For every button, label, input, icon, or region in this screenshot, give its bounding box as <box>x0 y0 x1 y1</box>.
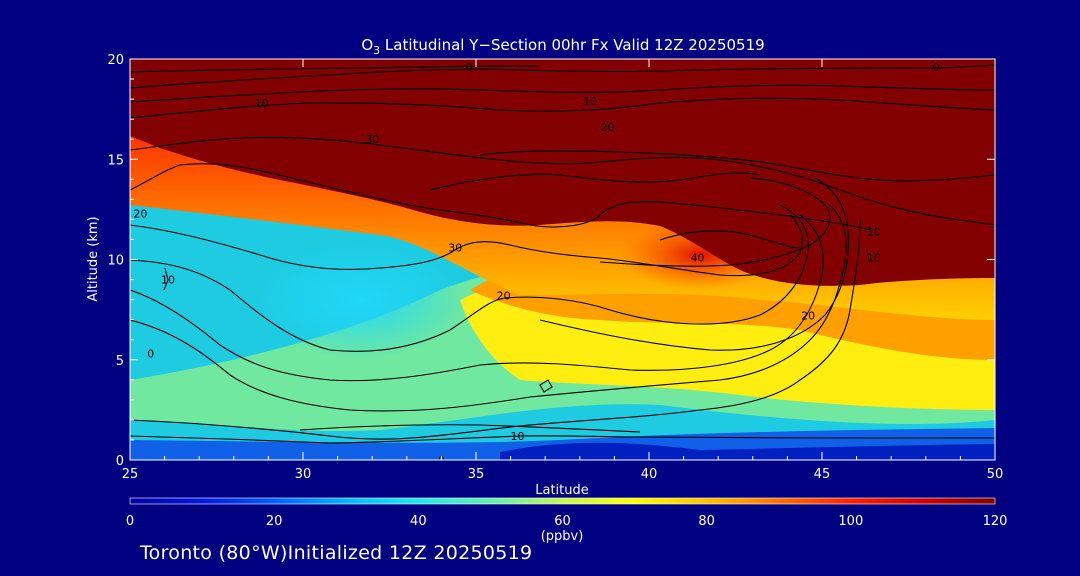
contour-line <box>130 64 995 89</box>
contour-line <box>299 424 641 433</box>
contour-line <box>479 150 995 182</box>
x-axis-label: Latitude <box>535 483 589 498</box>
contour-label: 10 <box>254 97 268 110</box>
x-tick-label: 30 <box>295 467 312 482</box>
contour-label: 10 <box>867 251 881 264</box>
y-tick-label: 5 <box>116 354 124 369</box>
colorbar-tick-label: 0 <box>126 514 134 529</box>
contour-label: 30 <box>365 133 379 146</box>
y-axis-label: Altitude (km) <box>86 216 101 301</box>
x-tick-label: 45 <box>814 467 831 482</box>
chart-title: O3 Latitudinal Y−Section 00hr Fx Valid 1… <box>361 36 764 57</box>
x-tick-label: 50 <box>987 467 1004 482</box>
colorbar-tick-label: 20 <box>266 514 283 529</box>
x-tick-label: 35 <box>468 467 485 482</box>
contour-label: 10 <box>583 95 597 108</box>
x-axis: 25 30 35 40 45 50 <box>122 59 1004 482</box>
contour-line <box>429 172 761 191</box>
colorbar-tick-label: 100 <box>838 514 863 529</box>
contour-label: 20 <box>801 310 815 323</box>
contour-line <box>130 214 824 382</box>
contour-line <box>659 230 801 249</box>
contour-label: 10 <box>867 225 881 238</box>
y-tick-label: 20 <box>107 53 124 68</box>
contour-line <box>130 136 995 226</box>
field-darkred-strat <box>130 59 995 286</box>
field-darkblue-surface <box>500 442 995 460</box>
contour-label: 0 <box>147 348 154 361</box>
contour-line <box>539 379 553 393</box>
colorbar-tick-label: 80 <box>698 514 715 529</box>
contour-label: 20 <box>600 121 614 134</box>
colorbar-tick-label: 120 <box>983 514 1008 529</box>
x-tick-label: 25 <box>122 467 139 482</box>
contour-line <box>130 204 809 352</box>
y-tick-label: 10 <box>107 254 124 269</box>
colorbar-ticks: 0 20 40 60 80 100 120 <box>126 514 1008 529</box>
contour-line <box>130 163 871 231</box>
contour-lines <box>130 64 995 444</box>
contour-line <box>130 214 803 277</box>
contour-label: 20 <box>497 290 511 303</box>
contour-line <box>130 435 995 444</box>
colorbar-tick-label: 40 <box>410 514 427 529</box>
contour-line <box>130 219 861 440</box>
colorbar-tick-label: 60 <box>554 514 571 529</box>
contour-line <box>163 267 169 291</box>
contour-line <box>130 84 995 103</box>
contour-label: 30 <box>448 241 462 254</box>
contour-line <box>130 65 541 73</box>
contour-label: 40 <box>690 251 704 264</box>
colorbar-units-label: (ppbv) <box>541 529 584 544</box>
y-tick-label: 15 <box>107 153 124 168</box>
contour-line <box>599 177 831 267</box>
y-tick-label: 0 <box>116 454 124 469</box>
contour-label: 10 <box>161 274 175 287</box>
colorbar <box>129 497 996 505</box>
contour-line <box>130 97 995 119</box>
contour-label: 0 <box>933 61 940 74</box>
x-tick-label: 40 <box>641 467 658 482</box>
contour-line <box>539 177 849 351</box>
contour-label: 0 <box>466 61 473 74</box>
field-cyan-blob <box>250 240 470 360</box>
contour-label: 20 <box>133 207 147 220</box>
y-axis: 0 5 10 15 20 <box>107 53 995 469</box>
footer-caption: Toronto (80°W)Initialized 12Z 20250519 <box>140 542 533 564</box>
contour-label: 10 <box>511 430 525 443</box>
